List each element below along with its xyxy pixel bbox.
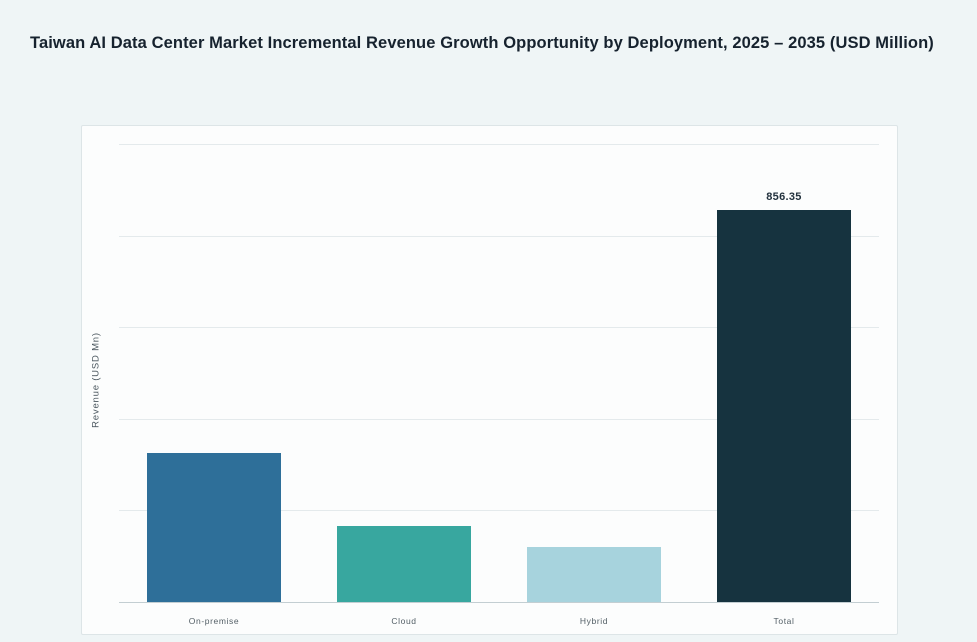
bar-group-cloud: [309, 144, 499, 602]
gridline: [119, 235, 879, 237]
bar-group-total: 856.35: [689, 144, 879, 602]
value-label-total: 856.35: [766, 190, 802, 203]
bar-group-on-premise: [119, 144, 309, 602]
x-axis-labels: On-premise Cloud Hybrid Total: [119, 616, 879, 626]
x-label-total: Total: [773, 616, 795, 626]
gridline: [119, 144, 879, 145]
bars: 856.35: [119, 144, 879, 602]
x-label-hybrid: Hybrid: [579, 616, 609, 626]
x-label-cloud: Cloud: [391, 616, 417, 626]
plot-area: 856.35: [119, 144, 879, 603]
bar-on-premise: [146, 453, 282, 602]
chart-card: Revenue (USD Mn) 856.35 On-premise Cloud H…: [81, 125, 898, 635]
bar-total: [716, 209, 852, 602]
x-label-on-premise: On-premise: [188, 616, 240, 626]
bar-hybrid: [526, 547, 662, 602]
bar-cloud: [336, 526, 472, 602]
gridline: [119, 418, 879, 420]
gridline: [119, 510, 879, 512]
x-axis-baseline: [119, 602, 879, 603]
bar-group-hybrid: [499, 144, 689, 602]
gridline: [119, 327, 879, 329]
chart-title: Taiwan AI Data Center Market Incremental…: [30, 34, 934, 52]
y-axis-label: Revenue (USD Mn): [90, 332, 102, 428]
